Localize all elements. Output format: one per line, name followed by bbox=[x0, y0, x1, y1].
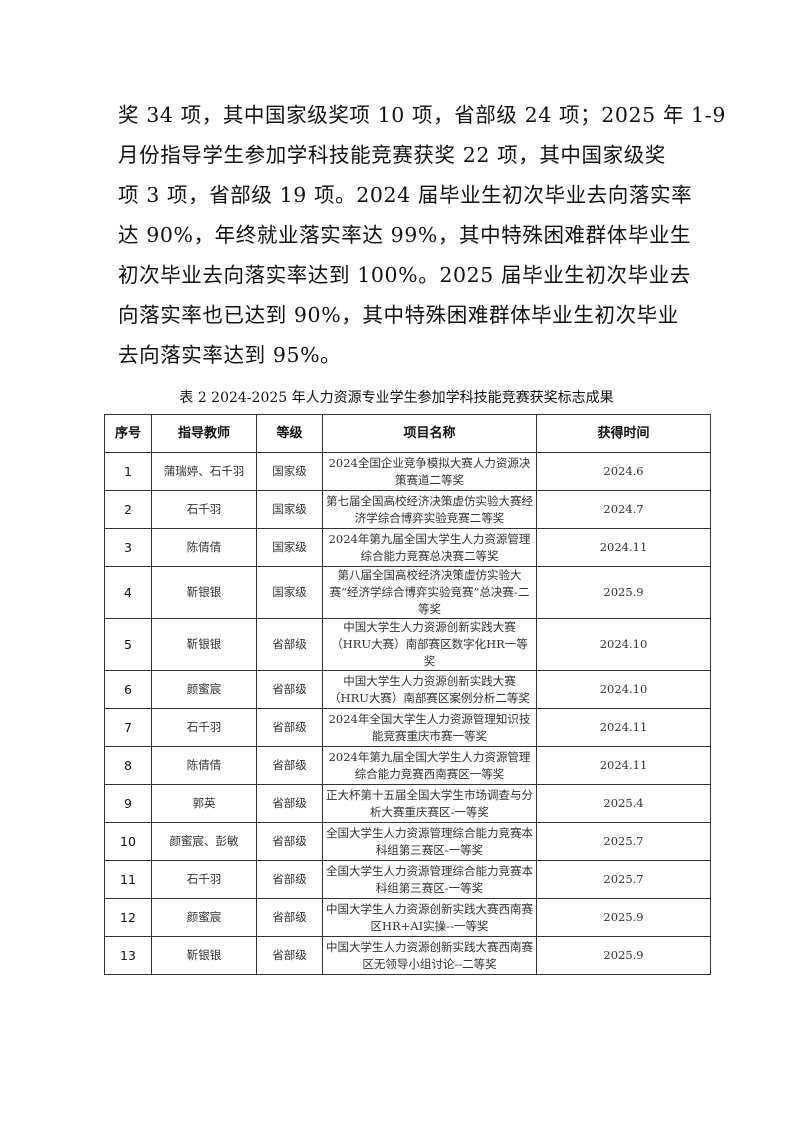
cell-index: 8 bbox=[104, 746, 152, 785]
cell-teacher: 颜蜜宸 bbox=[151, 898, 257, 937]
cell-index: 13 bbox=[104, 936, 152, 975]
cell-date: 2025.4 bbox=[536, 784, 711, 823]
table-caption: 表 2 2024-2025 年人力资源专业学生参加学科技能竞赛获奖标志成果 bbox=[179, 390, 614, 406]
cell-date: 2025.9 bbox=[536, 936, 711, 975]
cell-date: 2024.7 bbox=[536, 490, 711, 529]
cell-index: 9 bbox=[104, 784, 152, 823]
table-row: 1 蒲瑞婷、石千羽 国家级 2024全国企业竞争模拟大赛人力资源决策赛道二等奖 2024… bbox=[104, 452, 711, 491]
table-row: 3 陈倩倩 国家级 2024年第九届全国大学生人力资源管理综合能力竞赛总决赛二等奖 20… bbox=[104, 528, 711, 567]
header-index: 序号 bbox=[104, 414, 152, 453]
cell-project: 2024年第九届全国大学生人力资源管理综合能力竞赛西南赛区一等奖 bbox=[322, 746, 537, 785]
cell-project: 中国大学生人力资源创新实践大赛西南赛区HR+AI实操--一等奖 bbox=[322, 898, 537, 937]
header-teacher: 指导教师 bbox=[151, 414, 257, 453]
cell-date: 2025.7 bbox=[536, 860, 711, 899]
cell-date: 2025.9 bbox=[536, 898, 711, 937]
cell-index: 11 bbox=[104, 860, 152, 899]
table-row: 5 靳银银 省部级 中国大学生人力资源创新实践大赛（HRU大赛）南部赛区数字化HR一等… bbox=[104, 618, 711, 671]
table-row: 2 石千羽 国家级 第七届全国高校经济决策虚仿实验大赛经济学综合博弈实验竞赛二等奖 20… bbox=[104, 490, 711, 529]
cell-index: 1 bbox=[104, 452, 152, 491]
cell-project: 第七届全国高校经济决策虚仿实验大赛经济学综合博弈实验竞赛二等奖 bbox=[322, 490, 537, 529]
cell-date: 2025.7 bbox=[536, 822, 711, 861]
cell-date: 2024.11 bbox=[536, 528, 711, 567]
cell-teacher: 靳银银 bbox=[151, 618, 257, 671]
table-row: 6 颜蜜宸 省部级 中国大学生人力资源创新实践大赛（HRU大赛）南部赛区案例分析二等奖… bbox=[104, 670, 711, 709]
table-row: 13 靳银银 省部级 中国大学生人力资源创新实践大赛西南赛区无领导小组讨论--二等奖 2… bbox=[104, 936, 711, 975]
cell-project: 2024全国企业竞争模拟大赛人力资源决策赛道二等奖 bbox=[322, 452, 537, 491]
cell-index: 6 bbox=[104, 670, 152, 709]
cell-level: 国家级 bbox=[256, 566, 323, 619]
cell-level: 省部级 bbox=[256, 822, 323, 861]
cell-teacher: 颜蜜宸 bbox=[151, 670, 257, 709]
paragraph-line: 初次毕业去向落实率达到 100%。2025 届毕业生初次毕业去 bbox=[118, 263, 691, 287]
cell-teacher: 颜蜜宸、彭敏 bbox=[151, 822, 257, 861]
cell-teacher: 郭英 bbox=[151, 784, 257, 823]
header-date: 获得时间 bbox=[536, 414, 711, 453]
cell-project: 中国大学生人力资源创新实践大赛（HRU大赛）南部赛区数字化HR一等奖 bbox=[322, 618, 537, 671]
cell-level: 省部级 bbox=[256, 860, 323, 899]
table-row: 7 石千羽 省部级 2024年全国大学生人力资源管理知识技能竞赛重庆市赛一等奖 2024… bbox=[104, 708, 711, 747]
cell-level: 省部级 bbox=[256, 618, 323, 671]
cell-level: 省部级 bbox=[256, 898, 323, 937]
cell-date: 2024.11 bbox=[536, 746, 711, 785]
cell-project: 中国大学生人力资源创新实践大赛西南赛区无领导小组讨论--二等奖 bbox=[322, 936, 537, 975]
cell-index: 10 bbox=[104, 822, 152, 861]
cell-teacher: 靳银银 bbox=[151, 566, 257, 619]
cell-level: 省部级 bbox=[256, 670, 323, 709]
cell-teacher: 石千羽 bbox=[151, 490, 257, 529]
cell-date: 2024.11 bbox=[536, 708, 711, 747]
cell-level: 省部级 bbox=[256, 784, 323, 823]
table-header-row: 序号 指导教师 等级 项目名称 获得时间 bbox=[104, 414, 711, 453]
paragraph-line: 奖 34 项，其中国家级奖项 10 项，省部级 24 项；2025 年 1-9 bbox=[118, 103, 726, 127]
cell-level: 省部级 bbox=[256, 936, 323, 975]
paragraph-line: 月份指导学生参加学科技能竞赛获奖 22 项，其中国家级奖 bbox=[118, 143, 666, 167]
cell-level: 国家级 bbox=[256, 528, 323, 567]
cell-date: 2024.10 bbox=[536, 670, 711, 709]
cell-date: 2024.10 bbox=[536, 618, 711, 671]
table-row: 8 陈倩倩 省部级 2024年第九届全国大学生人力资源管理综合能力竞赛西南赛区一等奖 2… bbox=[104, 746, 711, 785]
cell-index: 5 bbox=[104, 618, 152, 671]
cell-project: 2024年全国大学生人力资源管理知识技能竞赛重庆市赛一等奖 bbox=[322, 708, 537, 747]
header-level: 等级 bbox=[256, 414, 323, 453]
cell-date: 2025.9 bbox=[536, 566, 711, 619]
table-row: 10 颜蜜宸、彭敏 省部级 全国大学生人力资源管理综合能力竞赛本科组第三赛区-一等奖 2… bbox=[104, 822, 711, 861]
paragraph-line: 向落实率也已达到 90%，其中特殊困难群体毕业生初次毕业 bbox=[118, 303, 679, 327]
cell-level: 国家级 bbox=[256, 490, 323, 529]
table-row: 12 颜蜜宸 省部级 中国大学生人力资源创新实践大赛西南赛区HR+AI实操--一等奖 2… bbox=[104, 898, 711, 937]
table-row: 11 石千羽 省部级 全国大学生人力资源管理综合能力竞赛本科组第三赛区-一等奖 2025… bbox=[104, 860, 711, 899]
cell-teacher: 石千羽 bbox=[151, 708, 257, 747]
cell-index: 3 bbox=[104, 528, 152, 567]
cell-index: 12 bbox=[104, 898, 152, 937]
cell-project: 中国大学生人力资源创新实践大赛（HRU大赛）南部赛区案例分析二等奖 bbox=[322, 670, 537, 709]
cell-date: 2024.6 bbox=[536, 452, 711, 491]
cell-teacher: 石千羽 bbox=[151, 860, 257, 899]
cell-project: 全国大学生人力资源管理综合能力竞赛本科组第三赛区-一等奖 bbox=[322, 860, 537, 899]
awards-table: 序号 指导教师 等级 项目名称 获得时间 1 蒲瑞婷、石千羽 国家级 2024全国企业… bbox=[104, 414, 711, 975]
table-row: 4 靳银银 国家级 第八届全国高校经济决策虚仿实验大赛“经济学综合博弈实验竞赛”总决赛… bbox=[104, 566, 711, 619]
cell-teacher: 陈倩倩 bbox=[151, 746, 257, 785]
table-row: 9 郭英 省部级 正大杯第十五届全国大学生市场调查与分析大赛重庆赛区-一等奖 2025.… bbox=[104, 784, 711, 823]
cell-teacher: 靳银银 bbox=[151, 936, 257, 975]
cell-teacher: 蒲瑞婷、石千羽 bbox=[151, 452, 257, 491]
cell-teacher: 陈倩倩 bbox=[151, 528, 257, 567]
cell-level: 省部级 bbox=[256, 746, 323, 785]
cell-level: 国家级 bbox=[256, 452, 323, 491]
cell-index: 4 bbox=[104, 566, 152, 619]
paragraph-line: 达 90%，年终就业落实率达 99%，其中特殊困难群体毕业生 bbox=[118, 223, 692, 247]
header-project: 项目名称 bbox=[322, 414, 537, 453]
paragraph-line: 项 3 项，省部级 19 项。2024 届毕业生初次毕业去向落实率 bbox=[118, 183, 693, 207]
cell-project: 第八届全国高校经济决策虚仿实验大赛“经济学综合博弈实验竞赛”总决赛-二等奖 bbox=[322, 566, 537, 619]
paragraph-line: 去向落实率达到 95%。 bbox=[118, 343, 342, 367]
body-paragraph: 奖 34 项，其中国家级奖项 10 项，省部级 24 项；2025 年 1-9 … bbox=[118, 100, 726, 380]
cell-index: 7 bbox=[104, 708, 152, 747]
cell-level: 省部级 bbox=[256, 708, 323, 747]
cell-index: 2 bbox=[104, 490, 152, 529]
cell-project: 全国大学生人力资源管理综合能力竞赛本科组第三赛区-一等奖 bbox=[322, 822, 537, 861]
cell-project: 正大杯第十五届全国大学生市场调查与分析大赛重庆赛区-一等奖 bbox=[322, 784, 537, 823]
cell-project: 2024年第九届全国大学生人力资源管理综合能力竞赛总决赛二等奖 bbox=[322, 528, 537, 567]
